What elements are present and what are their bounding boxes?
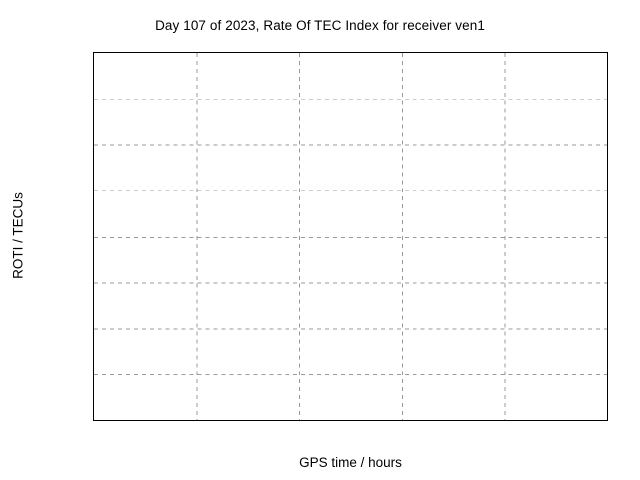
chart-title: Day 107 of 2023, Rate Of TEC Index for r… xyxy=(155,18,485,33)
plot-area xyxy=(93,52,608,421)
scatter-points xyxy=(94,53,607,420)
x-axis-label: GPS time / hours xyxy=(299,455,402,470)
gridlines xyxy=(94,53,607,420)
y-axis-label: ROTI / TECUs xyxy=(10,192,26,279)
